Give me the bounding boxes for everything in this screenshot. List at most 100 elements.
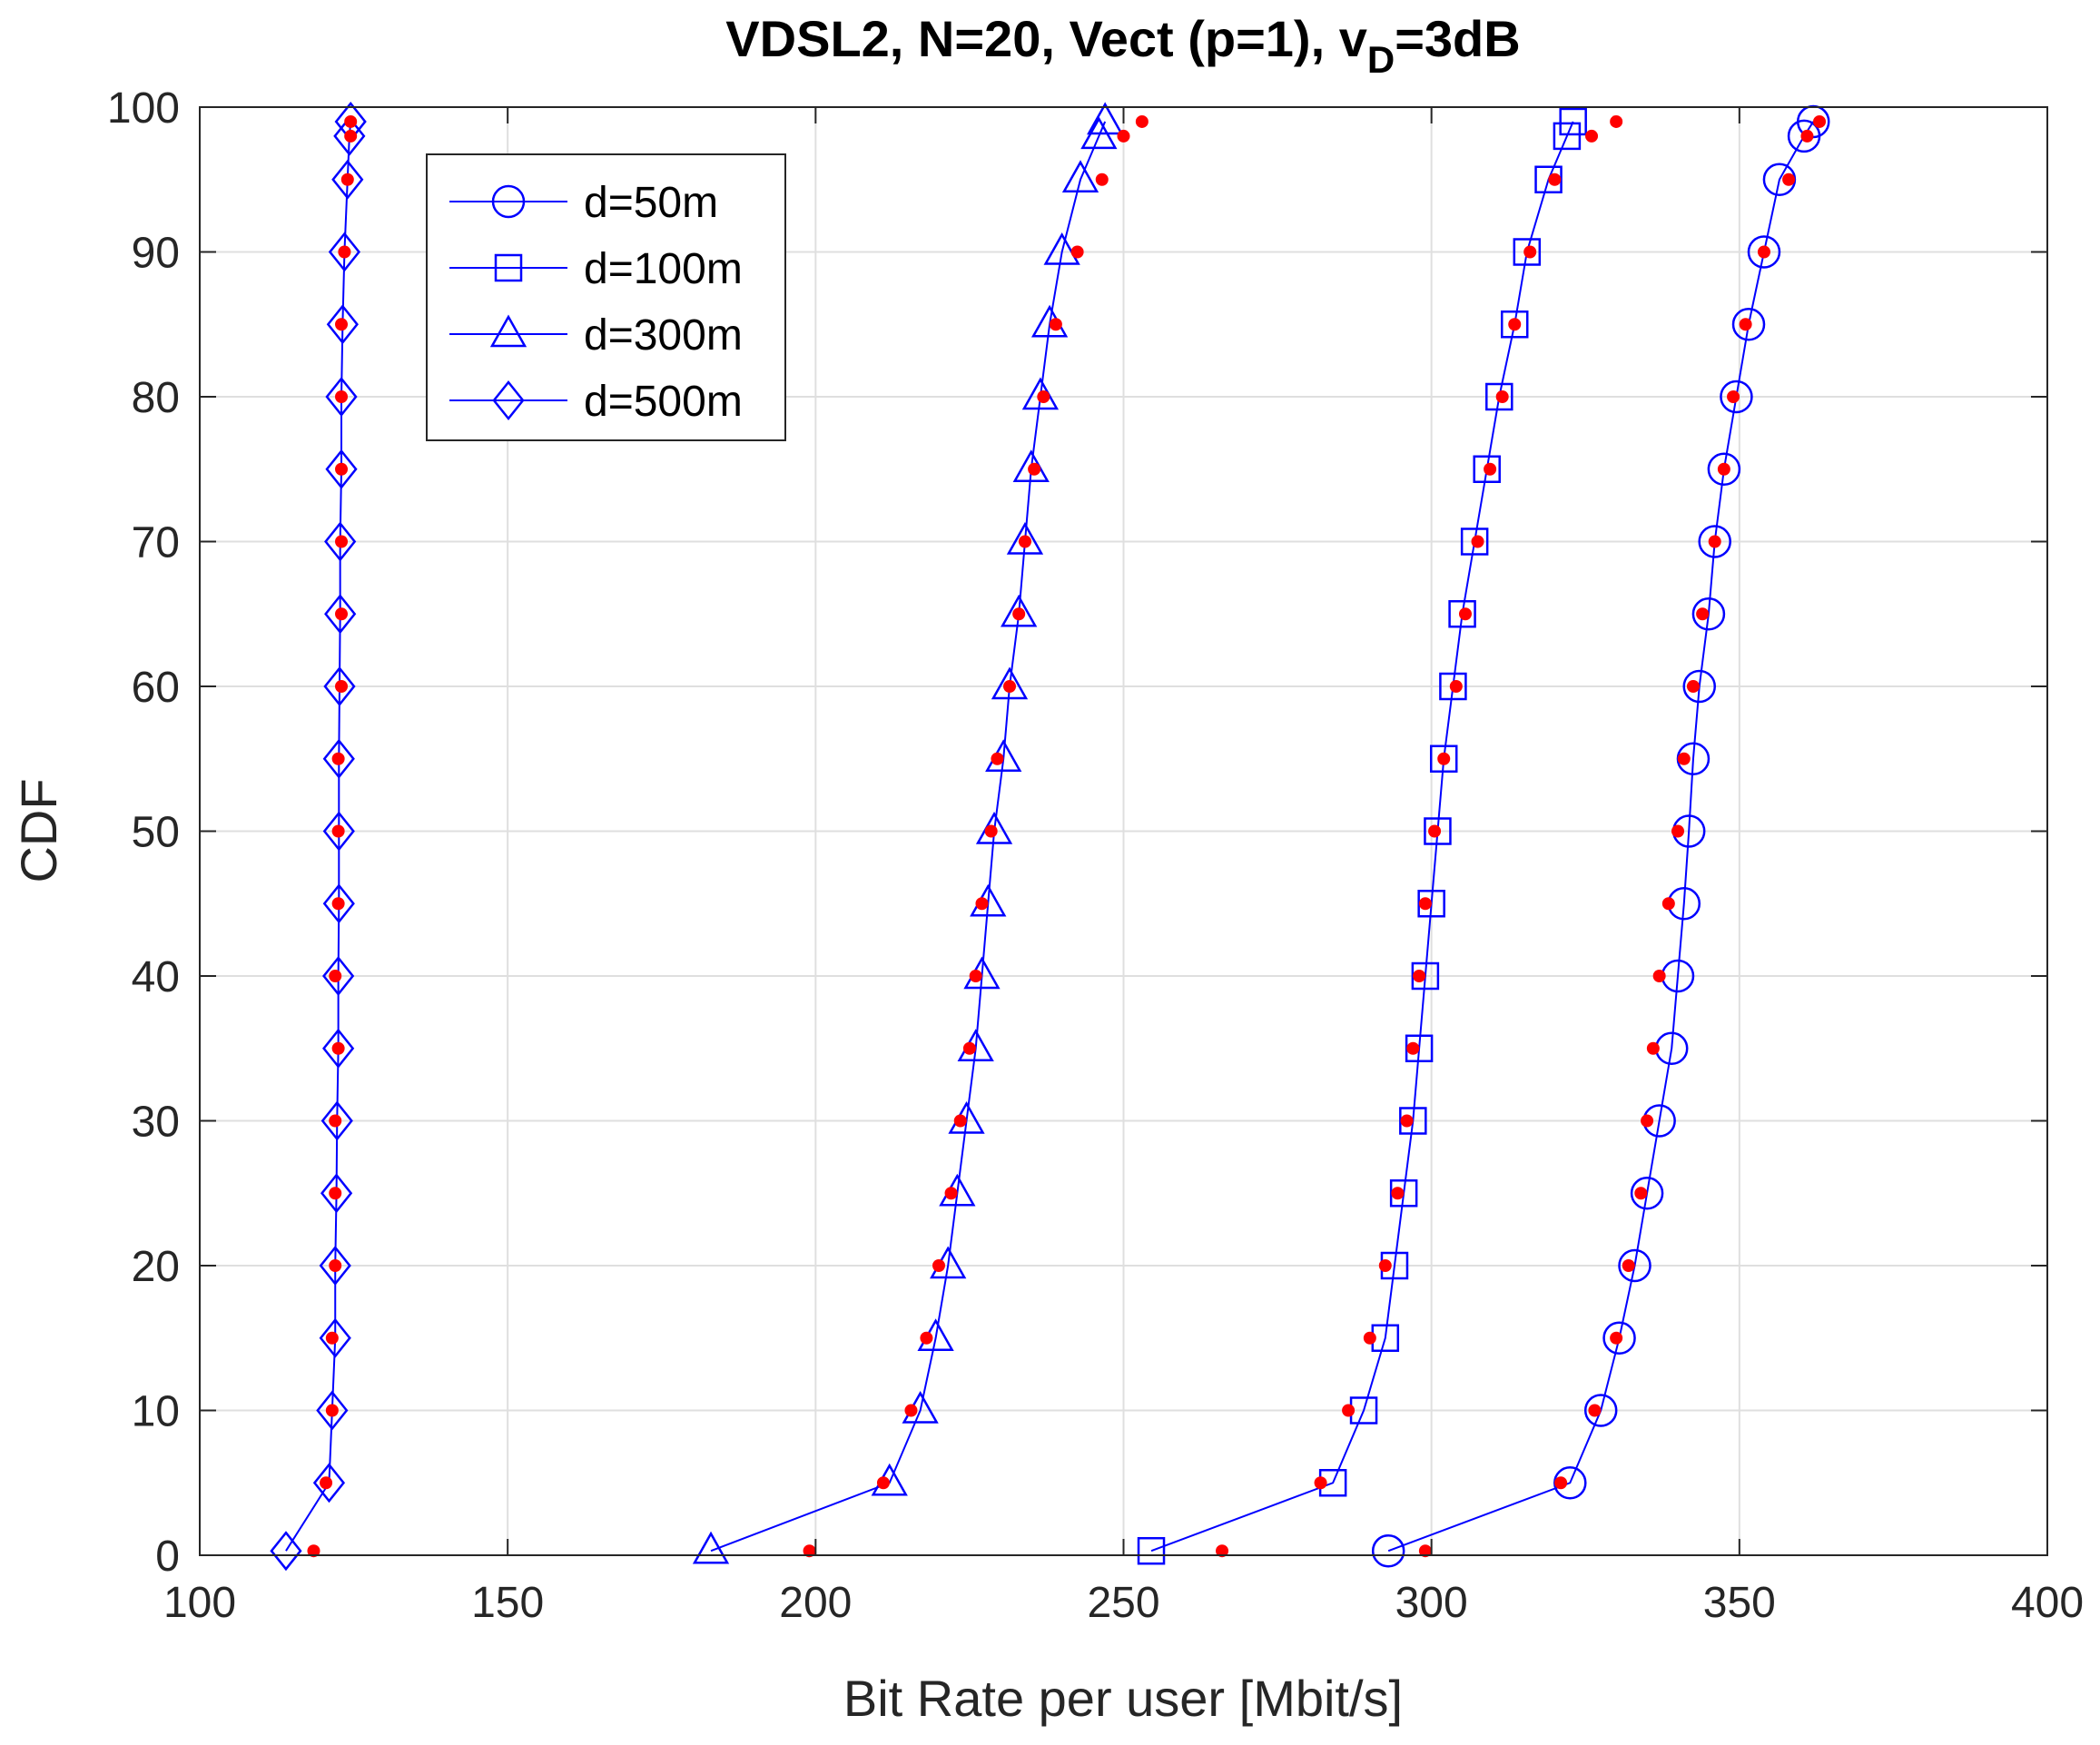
series-point [1411,961,1440,991]
reference-point [1727,390,1740,403]
reference-point [904,1404,918,1417]
series-point [1371,1533,1405,1568]
series-point [991,666,1029,700]
reference-points-circle [1418,114,1827,1558]
series-point [322,738,355,779]
reference-point [1652,970,1666,982]
y-tick-label: 40 [132,953,180,1001]
reference-point [1342,1404,1356,1417]
reference-point [944,1187,958,1200]
chart-title-subscript: D [1367,38,1395,81]
series-point [312,1463,346,1503]
reference-point [920,1331,933,1345]
reference-point [1314,1476,1327,1490]
reference-point [325,1331,339,1345]
reference-point [1012,607,1026,621]
reference-point [1508,318,1522,331]
reference-point [1641,1114,1654,1128]
series-point [322,811,355,852]
reference-point [984,824,998,838]
reference-point [1634,1187,1648,1200]
series-point [1485,382,1513,411]
reference-point [932,1259,945,1272]
reference-point [1588,1404,1602,1417]
reference-point [1646,1041,1660,1055]
chart-title-main: VDSL2, N=20, Vect (p=1), v [725,10,1367,67]
reference-point [1548,173,1562,186]
series-point [1602,1321,1636,1355]
series-point [1583,1394,1618,1427]
series-point [1001,594,1038,627]
series-triangle [692,102,1124,1564]
reference-point [335,462,349,476]
reference-point [1028,462,1041,476]
reference-point [1610,114,1623,128]
legend: d=50m d=100m d=300m d=500m [426,153,786,441]
reference-point [331,897,345,911]
series-line [1387,121,1815,1553]
series-point [1698,525,1731,558]
y-tick-label: 50 [132,809,180,857]
series-point [1137,1536,1166,1565]
series-square [1137,107,1587,1565]
reference-point [1135,114,1149,128]
reference-point [325,1404,339,1417]
series-point [1534,165,1563,193]
reference-point [1391,1187,1405,1200]
x-axis-label: Bit Rate per user [Mbit/s] [843,1670,1403,1727]
reference-point [1003,680,1017,693]
y-tick-label: 70 [132,519,180,567]
reference-point [1418,1544,1432,1558]
reference-point [344,129,358,143]
grid [200,107,2047,1555]
chart-title-tail: =3dB [1395,10,1521,67]
series-point [1618,1248,1651,1283]
reference-point [1782,173,1796,186]
reference-points-triangle [803,114,1149,1558]
y-tick-label: 20 [132,1243,180,1291]
series-point [1417,890,1445,918]
reference-point [975,897,989,911]
series-point [325,449,358,489]
series-point [322,955,355,997]
series-point [1559,107,1587,136]
x-tick-label: 200 [779,1579,852,1627]
chart-title: VDSL2, N=20, Vect (p=1), vD=3dB [725,10,1520,81]
reference-point [1739,318,1752,331]
reference-point [1216,1544,1229,1558]
series-point [331,159,364,200]
reference-point [1378,1259,1392,1272]
series-point [320,1100,353,1141]
series-point [328,232,361,272]
reference-point [335,535,349,548]
reference-point [1018,535,1031,548]
series-point [1553,122,1582,151]
y-axis-label: CDF [10,778,67,882]
reference-point [1686,680,1700,693]
reference-point [1449,680,1463,693]
reference-point [1585,129,1599,143]
series-point [326,304,359,345]
reference-point [329,970,342,982]
series-point [1513,238,1542,266]
reference-point [331,824,345,838]
y-tick-label: 0 [155,1533,180,1581]
reference-point [344,114,358,128]
reference-point [1363,1331,1376,1345]
reference-point [329,1259,342,1272]
reference-point [1400,1114,1414,1128]
reference-point [307,1544,320,1558]
reference-point [1708,535,1721,548]
reference-point [1049,318,1062,331]
reference-points-square [1216,114,1623,1558]
legend-label: d=500m [584,378,743,426]
reference-point [1117,129,1130,143]
series-point [1500,311,1529,339]
reference-point [320,1476,333,1490]
series-point [1006,521,1044,555]
x-tick-label: 300 [1395,1579,1468,1627]
reference-point [1471,535,1484,548]
reference-point [335,680,349,693]
series-point [320,1173,353,1214]
